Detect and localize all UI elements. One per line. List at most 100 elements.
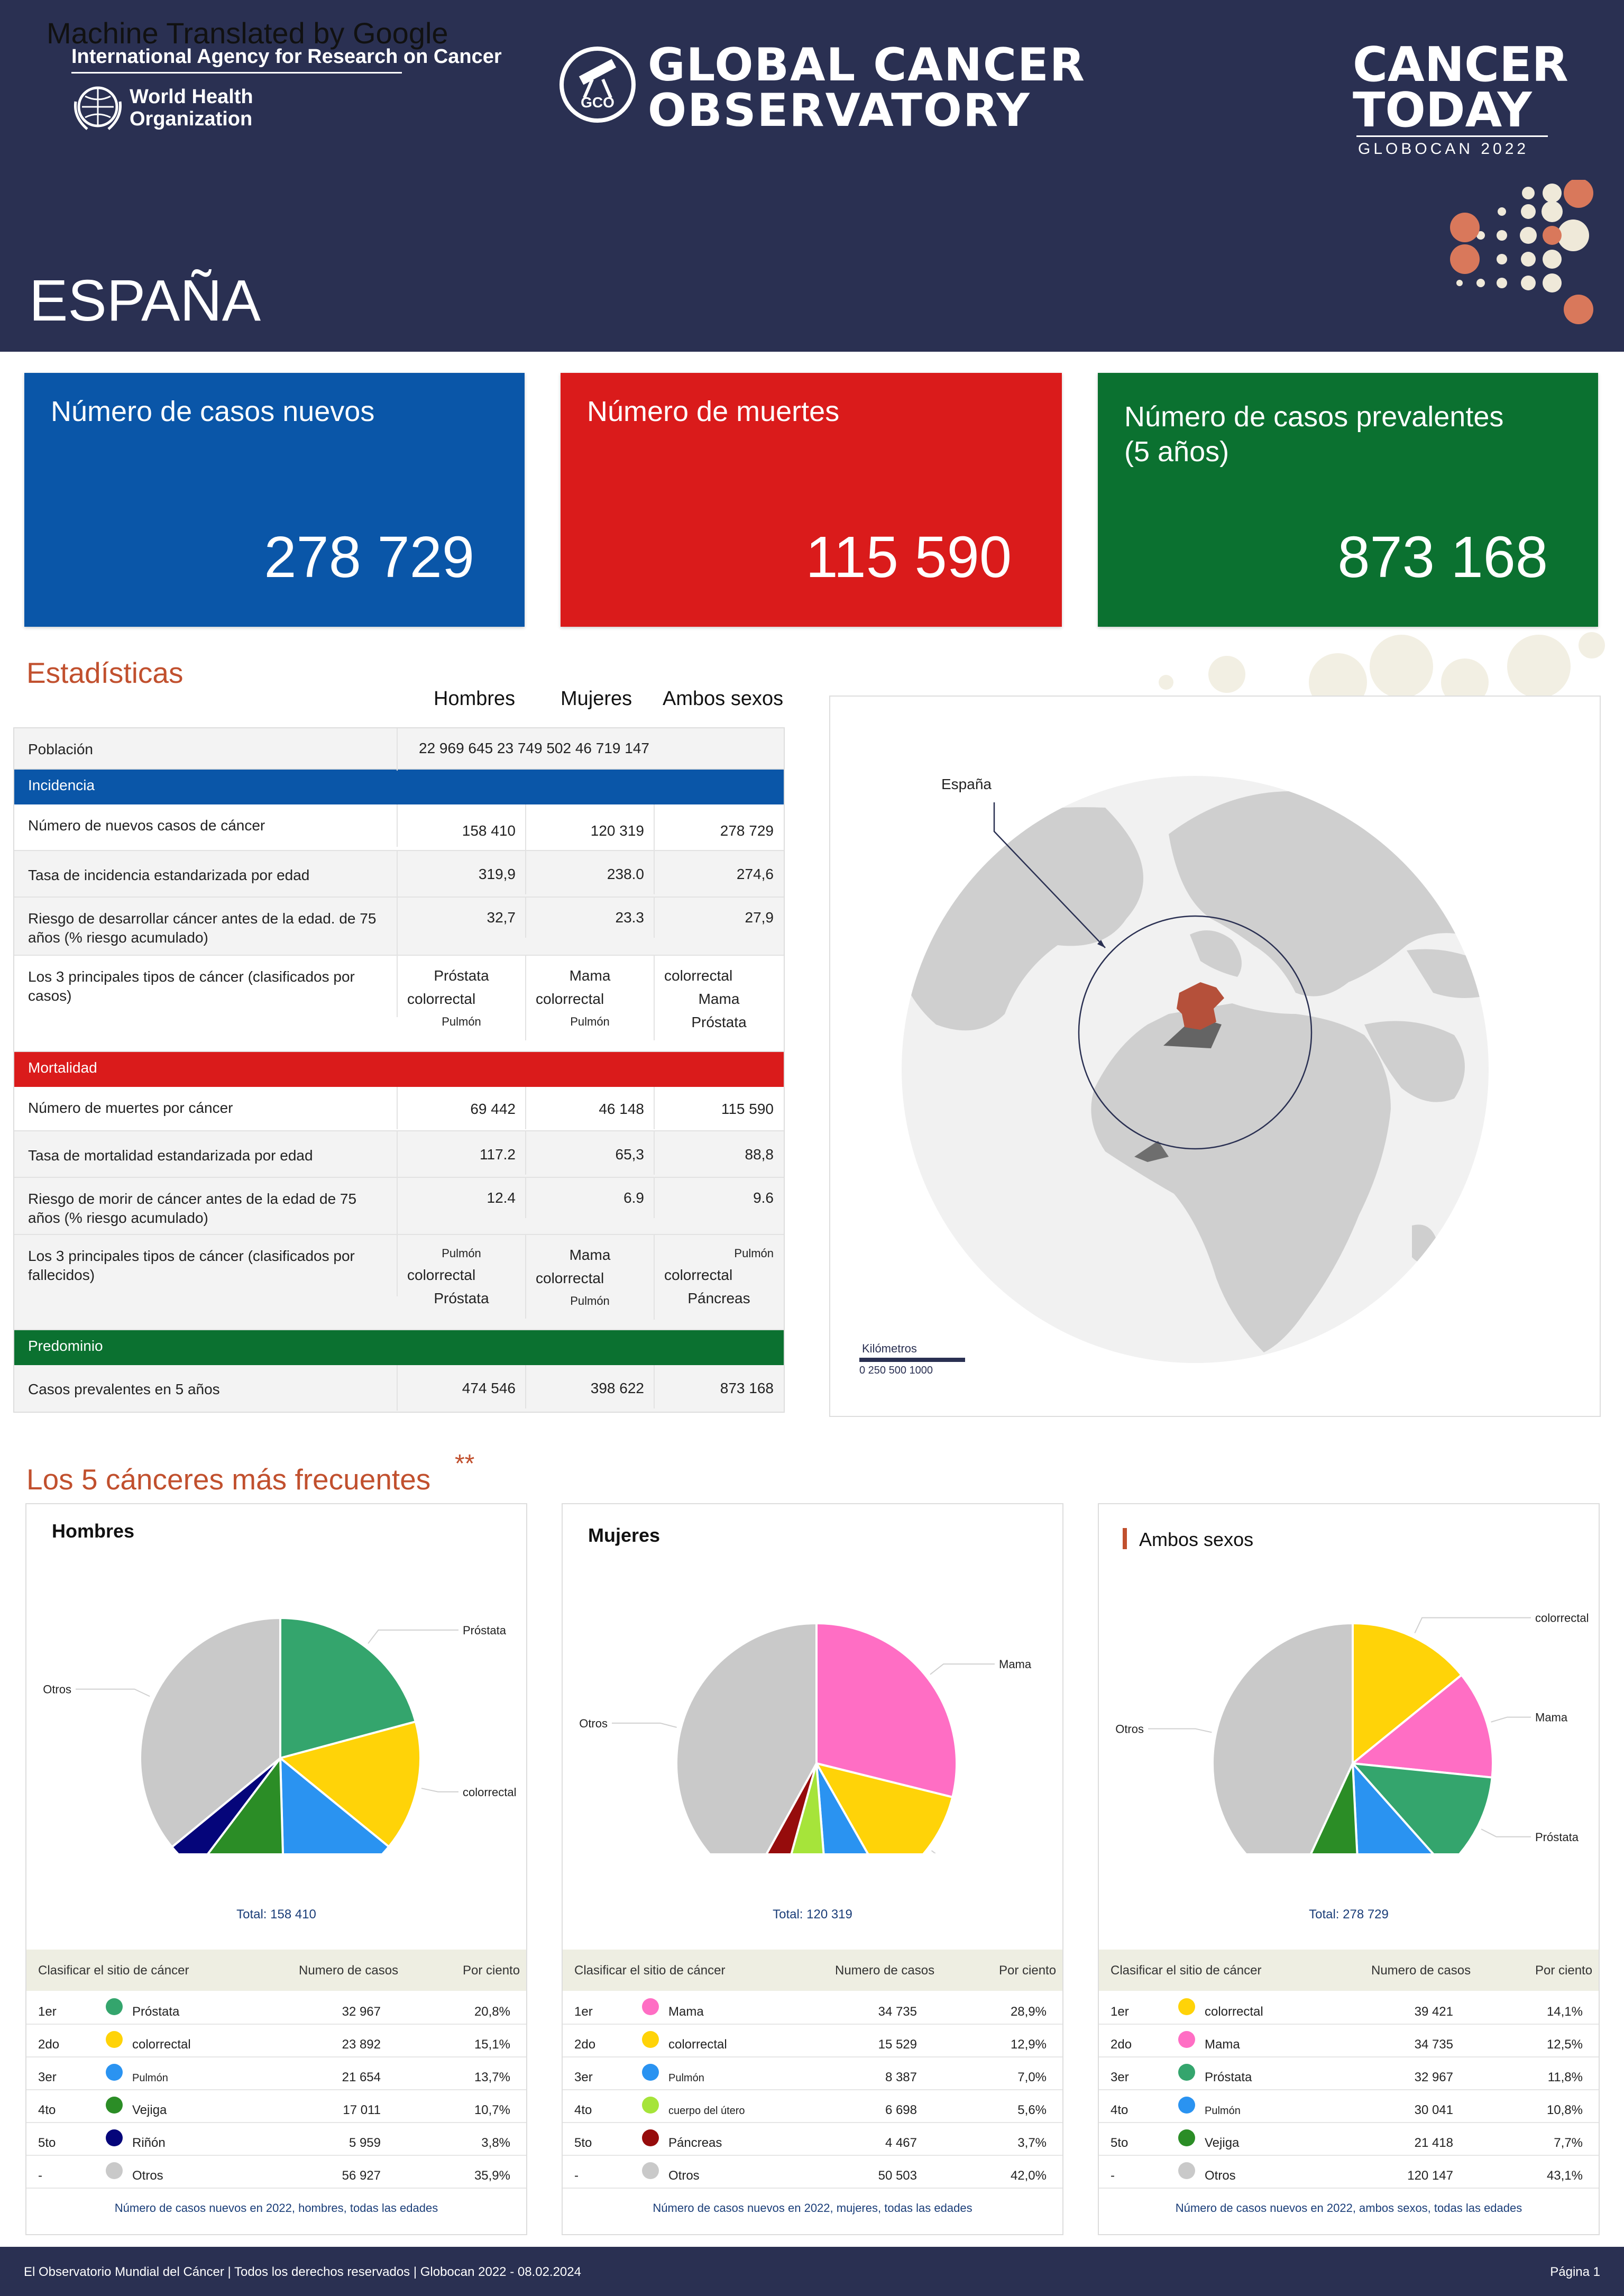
row-cases: 17 011 <box>343 2103 381 2117</box>
pie-slice <box>139 1616 281 1849</box>
row-pct: 35,9% <box>474 2169 510 2183</box>
table-row: 2do Mama 34 735 12,5% <box>1099 2024 1599 2057</box>
table-row: - Otros 50 503 42,0% <box>563 2155 1062 2189</box>
row-site: Otros <box>132 2169 163 2183</box>
row-rank: 4to <box>38 2103 56 2117</box>
top3-women: Mama colorrectal Pulmón <box>526 956 655 1040</box>
table-footnote: Número de casos nuevos en 2022, ambos se… <box>1175 2201 1522 2215</box>
top3-item: Mama <box>569 1247 611 1263</box>
new-cases-value: 278 729 <box>264 525 474 590</box>
label-leader-line <box>1481 1828 1531 1837</box>
globocan-edition: GLOBOCAN 2022 <box>1358 140 1529 158</box>
gco-title-line-1: GLOBAL CANCER <box>648 39 1086 92</box>
top3-item: colorrectal <box>407 1267 476 1283</box>
top3-item: Próstata <box>434 1290 489 1306</box>
table-header: Clasificar el sitio de cáncer Numero de … <box>1099 1950 1599 1991</box>
legend-color-dot <box>1178 2162 1195 2179</box>
row-rank: 4to <box>1111 2103 1128 2117</box>
top3-item: Mama <box>698 991 740 1007</box>
pie-slice <box>1351 1760 1434 1853</box>
header-cases: Numero de casos <box>299 1963 399 1978</box>
table-row: - Otros 56 927 35,9% <box>26 2155 526 2189</box>
table-row: 5to Vejiga 21 418 7,7% <box>1099 2122 1599 2156</box>
top3-item: Páncreas <box>687 1290 750 1306</box>
spain-region <box>1177 982 1224 1030</box>
pie-slice-label: Mama <box>999 1658 1032 1671</box>
spain-label: España <box>941 776 992 792</box>
decorative-dots-icon <box>1450 180 1593 324</box>
legend-color-dot <box>1178 1998 1195 2015</box>
row-pct: 10,8% <box>1546 2103 1583 2117</box>
stat-value-both: 27,9 <box>745 909 774 926</box>
stat-row: Número de nuevos casos de cáncer 158 410… <box>14 804 784 851</box>
row-cases: 50 503 <box>878 2169 917 2183</box>
stat-label: Tasa de incidencia estandarizada por eda… <box>14 851 398 897</box>
population-label: Población <box>14 728 398 771</box>
row-rank: 1er <box>38 2005 57 2019</box>
top3-item: Pulmón <box>734 1247 774 1260</box>
pie-slice-label: colorrectal <box>463 1786 516 1799</box>
top3-item: colorrectal <box>407 991 476 1007</box>
deaths-card: Número de muertes 115 590 <box>561 373 1062 627</box>
row-rank: - <box>38 2169 42 2183</box>
scale-ticks: 0 250 500 1000 <box>859 1365 933 1376</box>
pie-slice <box>815 1763 869 1853</box>
new-cases-label: Número de casos nuevos <box>51 396 375 427</box>
pie-slice-label: Otros <box>43 1683 71 1696</box>
col-header-both: Ambos sexos <box>663 688 784 710</box>
top5-title: Los 5 cánceres más frecuentes <box>26 1463 431 1496</box>
top3-men: Próstata colorrectal Pulmón <box>398 956 526 1040</box>
stat-value-men: 32,7 <box>398 898 526 938</box>
table-header: Clasificar el sitio de cáncer Numero de … <box>563 1950 1062 1991</box>
top5-marker: ** <box>455 1450 475 1478</box>
top3-row: Los 3 principales tipos de cáncer (clasi… <box>14 1235 784 1330</box>
legend-color-dot <box>106 2097 123 2114</box>
stat-value-both: 873 168 <box>720 1380 774 1396</box>
pie-slice-label: colorrectal <box>1535 1612 1589 1625</box>
row-cases: 5 959 <box>348 2136 381 2150</box>
legend-color-dot <box>106 2064 123 2081</box>
row-pct: 20,8% <box>474 2005 510 2019</box>
top3-item: colorrectal <box>664 967 733 984</box>
row-pct: 43,1% <box>1546 2169 1583 2183</box>
stat-label: Número de nuevos casos de cáncer <box>14 804 398 847</box>
who-name: World Health Organization <box>130 86 253 130</box>
stat-value-men: 69 442 <box>398 1087 526 1129</box>
label-leader-line <box>1414 1617 1531 1633</box>
who-line-2: Organization <box>130 108 253 130</box>
stat-value-both: 278 729 <box>720 822 774 839</box>
col-header-women: Mujeres <box>561 688 632 710</box>
top3-label: Los 3 principales tipos de cáncer (clasi… <box>14 1235 398 1296</box>
top3-women: Mama colorrectal Pulmón <box>526 1235 655 1320</box>
stat-value-women: 120 319 <box>526 804 655 851</box>
page-header <box>0 0 1624 352</box>
legend-color-dot <box>106 2031 123 2048</box>
row-pct: 12,5% <box>1546 2037 1583 2052</box>
row-site: colorrectal <box>1205 2005 1263 2019</box>
top3-item: colorrectal <box>536 1270 604 1286</box>
pie-slice <box>814 1761 954 1853</box>
population-values: 22 969 645 23 749 502 46 719 147 <box>419 740 649 756</box>
country-name: ESPAÑA <box>29 268 261 333</box>
table-row: 5to Riñón 5 959 3,8% <box>26 2122 526 2156</box>
row-rank: 1er <box>1111 2005 1129 2019</box>
pie-slice <box>675 1622 818 1853</box>
row-cases: 23 892 <box>342 2037 381 2052</box>
label-leader-line <box>368 1629 458 1644</box>
population-row: Población 22 969 645 23 749 502 46 719 1… <box>14 728 784 771</box>
row-site: Pulmón <box>1205 2105 1241 2117</box>
table-row: 1er Mama 34 735 28,9% <box>563 1991 1062 2025</box>
stat-value-men: 474 546 <box>398 1365 526 1408</box>
decorative-bubbles <box>1159 632 1605 703</box>
row-site: Próstata <box>132 2005 180 2019</box>
deaths-value: 115 590 <box>805 525 1012 590</box>
scale-title: Kilómetros <box>862 1342 917 1355</box>
cancer-today-line-2: TODAY <box>1353 83 1532 138</box>
row-site: Páncreas <box>668 2136 722 2150</box>
row-cases: 30 041 <box>1414 2103 1453 2117</box>
row-site: Vejiga <box>132 2103 167 2117</box>
stat-value-women: 398 622 <box>526 1365 655 1408</box>
label-leader-line <box>76 1688 150 1697</box>
prevalence-band: Predominio <box>14 1330 784 1365</box>
pie-panel-men: Hombres Próstata colorrectal Pulmón Vejiga R… <box>25 1503 527 2235</box>
